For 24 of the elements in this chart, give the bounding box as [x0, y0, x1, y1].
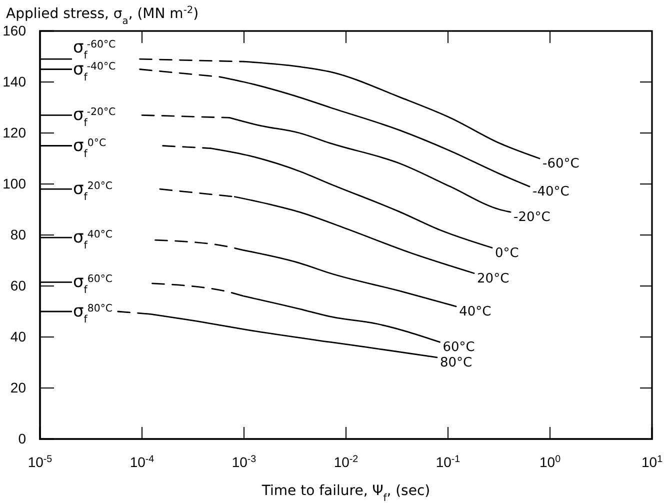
y-tick-label: 80	[10, 226, 26, 242]
y-tick-label: 40	[10, 328, 26, 344]
series-label: 80°C	[440, 355, 472, 370]
series-label: -20°C	[514, 210, 550, 226]
x-tick-label: 10$^{-1}$	[436, 453, 460, 470]
x-tick-label: 10$^{-4}$	[130, 453, 155, 470]
y-tick-label: 60	[10, 277, 26, 294]
y-tick-label: 140	[2, 73, 26, 90]
y-tick-label: 20	[10, 379, 26, 396]
x-axis-title: Time to failure, Ψ$_{f}$, (sec)	[260, 483, 430, 503]
series-label: 60°C	[442, 340, 475, 356]
x-tick-label: 10$^{1}$	[641, 453, 663, 470]
y-tick-label: 100	[2, 175, 26, 192]
series-label: 0°C	[495, 246, 519, 261]
series-label: -60°C	[542, 156, 580, 172]
y-tick-label: 0	[18, 430, 26, 446]
x-tick-label: 10$^{-2}$	[334, 453, 358, 470]
series-label: -40°C	[532, 184, 570, 200]
series-label: 40°C	[459, 304, 492, 320]
series-label: 20°C	[477, 271, 510, 286]
x-tick-label: 10$^{-3}$	[232, 453, 257, 470]
x-tick-label: 10$^{0}$	[539, 453, 562, 470]
y-tick-label: 120	[2, 124, 26, 140]
x-tick-label: 10$^{-5}$	[28, 453, 53, 470]
